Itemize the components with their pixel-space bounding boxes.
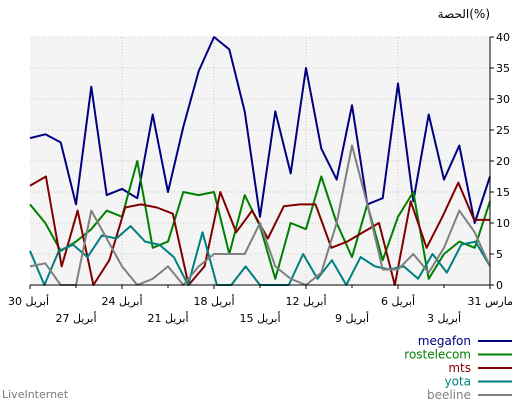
y-tick-label: 25	[496, 124, 510, 137]
y-tick-label: 40	[496, 31, 510, 44]
legend-label-mts: mts	[448, 361, 471, 375]
x-tick-label: 12 أبريل	[285, 294, 326, 308]
x-tick-label: 24 أبريل	[101, 294, 142, 308]
x-tick-label: 15 أبريل	[239, 311, 280, 325]
x-axis-ticks: 31 مارس 6 أبريل 12 أبريل 18 أبريل 24 أبريل 30…	[8, 285, 513, 325]
x-tick-label: 6 أبريل	[381, 294, 415, 308]
plot-area	[30, 37, 490, 285]
y-tick-label: 15	[496, 186, 510, 199]
legend-label-rostelecom: rostelecom	[404, 348, 471, 362]
legend-label-yota: yota	[444, 375, 471, 389]
y-tick-label: 10	[496, 217, 510, 230]
x-tick-label: 27 أبريل	[55, 311, 96, 325]
x-tick-label: 30 أبريل	[8, 294, 49, 308]
x-tick-label: 18 أبريل	[193, 294, 234, 308]
grid-lines	[30, 36, 490, 285]
x-tick-label: 31 مارس	[468, 295, 514, 308]
y-tick-label: 35	[496, 62, 510, 75]
plot-background	[30, 37, 490, 285]
y-tick-label: 30	[496, 93, 510, 106]
y-tick-label: 20	[496, 155, 510, 168]
y-axis-label: الحصة(%)	[438, 7, 490, 21]
series-lines	[29, 36, 491, 286]
series-line-beeline	[29, 144, 491, 286]
y-tick-label: 5	[496, 248, 503, 261]
footer-brand: LiveInternet	[2, 388, 69, 401]
legend-label-megafon: megafon	[418, 334, 471, 348]
x-tick-label: 9 أبريل	[335, 311, 369, 325]
legend-label-beeline: beeline	[427, 388, 471, 402]
series-line-megafon	[29, 36, 491, 224]
y-tick-label: 0	[496, 279, 503, 292]
x-tick-label: 3 أبريل	[427, 311, 461, 325]
x-tick-label: 21 أبريل	[147, 311, 188, 325]
y-axis-ticks: 0 5 10 15 20 25 30 35 40	[490, 31, 510, 292]
